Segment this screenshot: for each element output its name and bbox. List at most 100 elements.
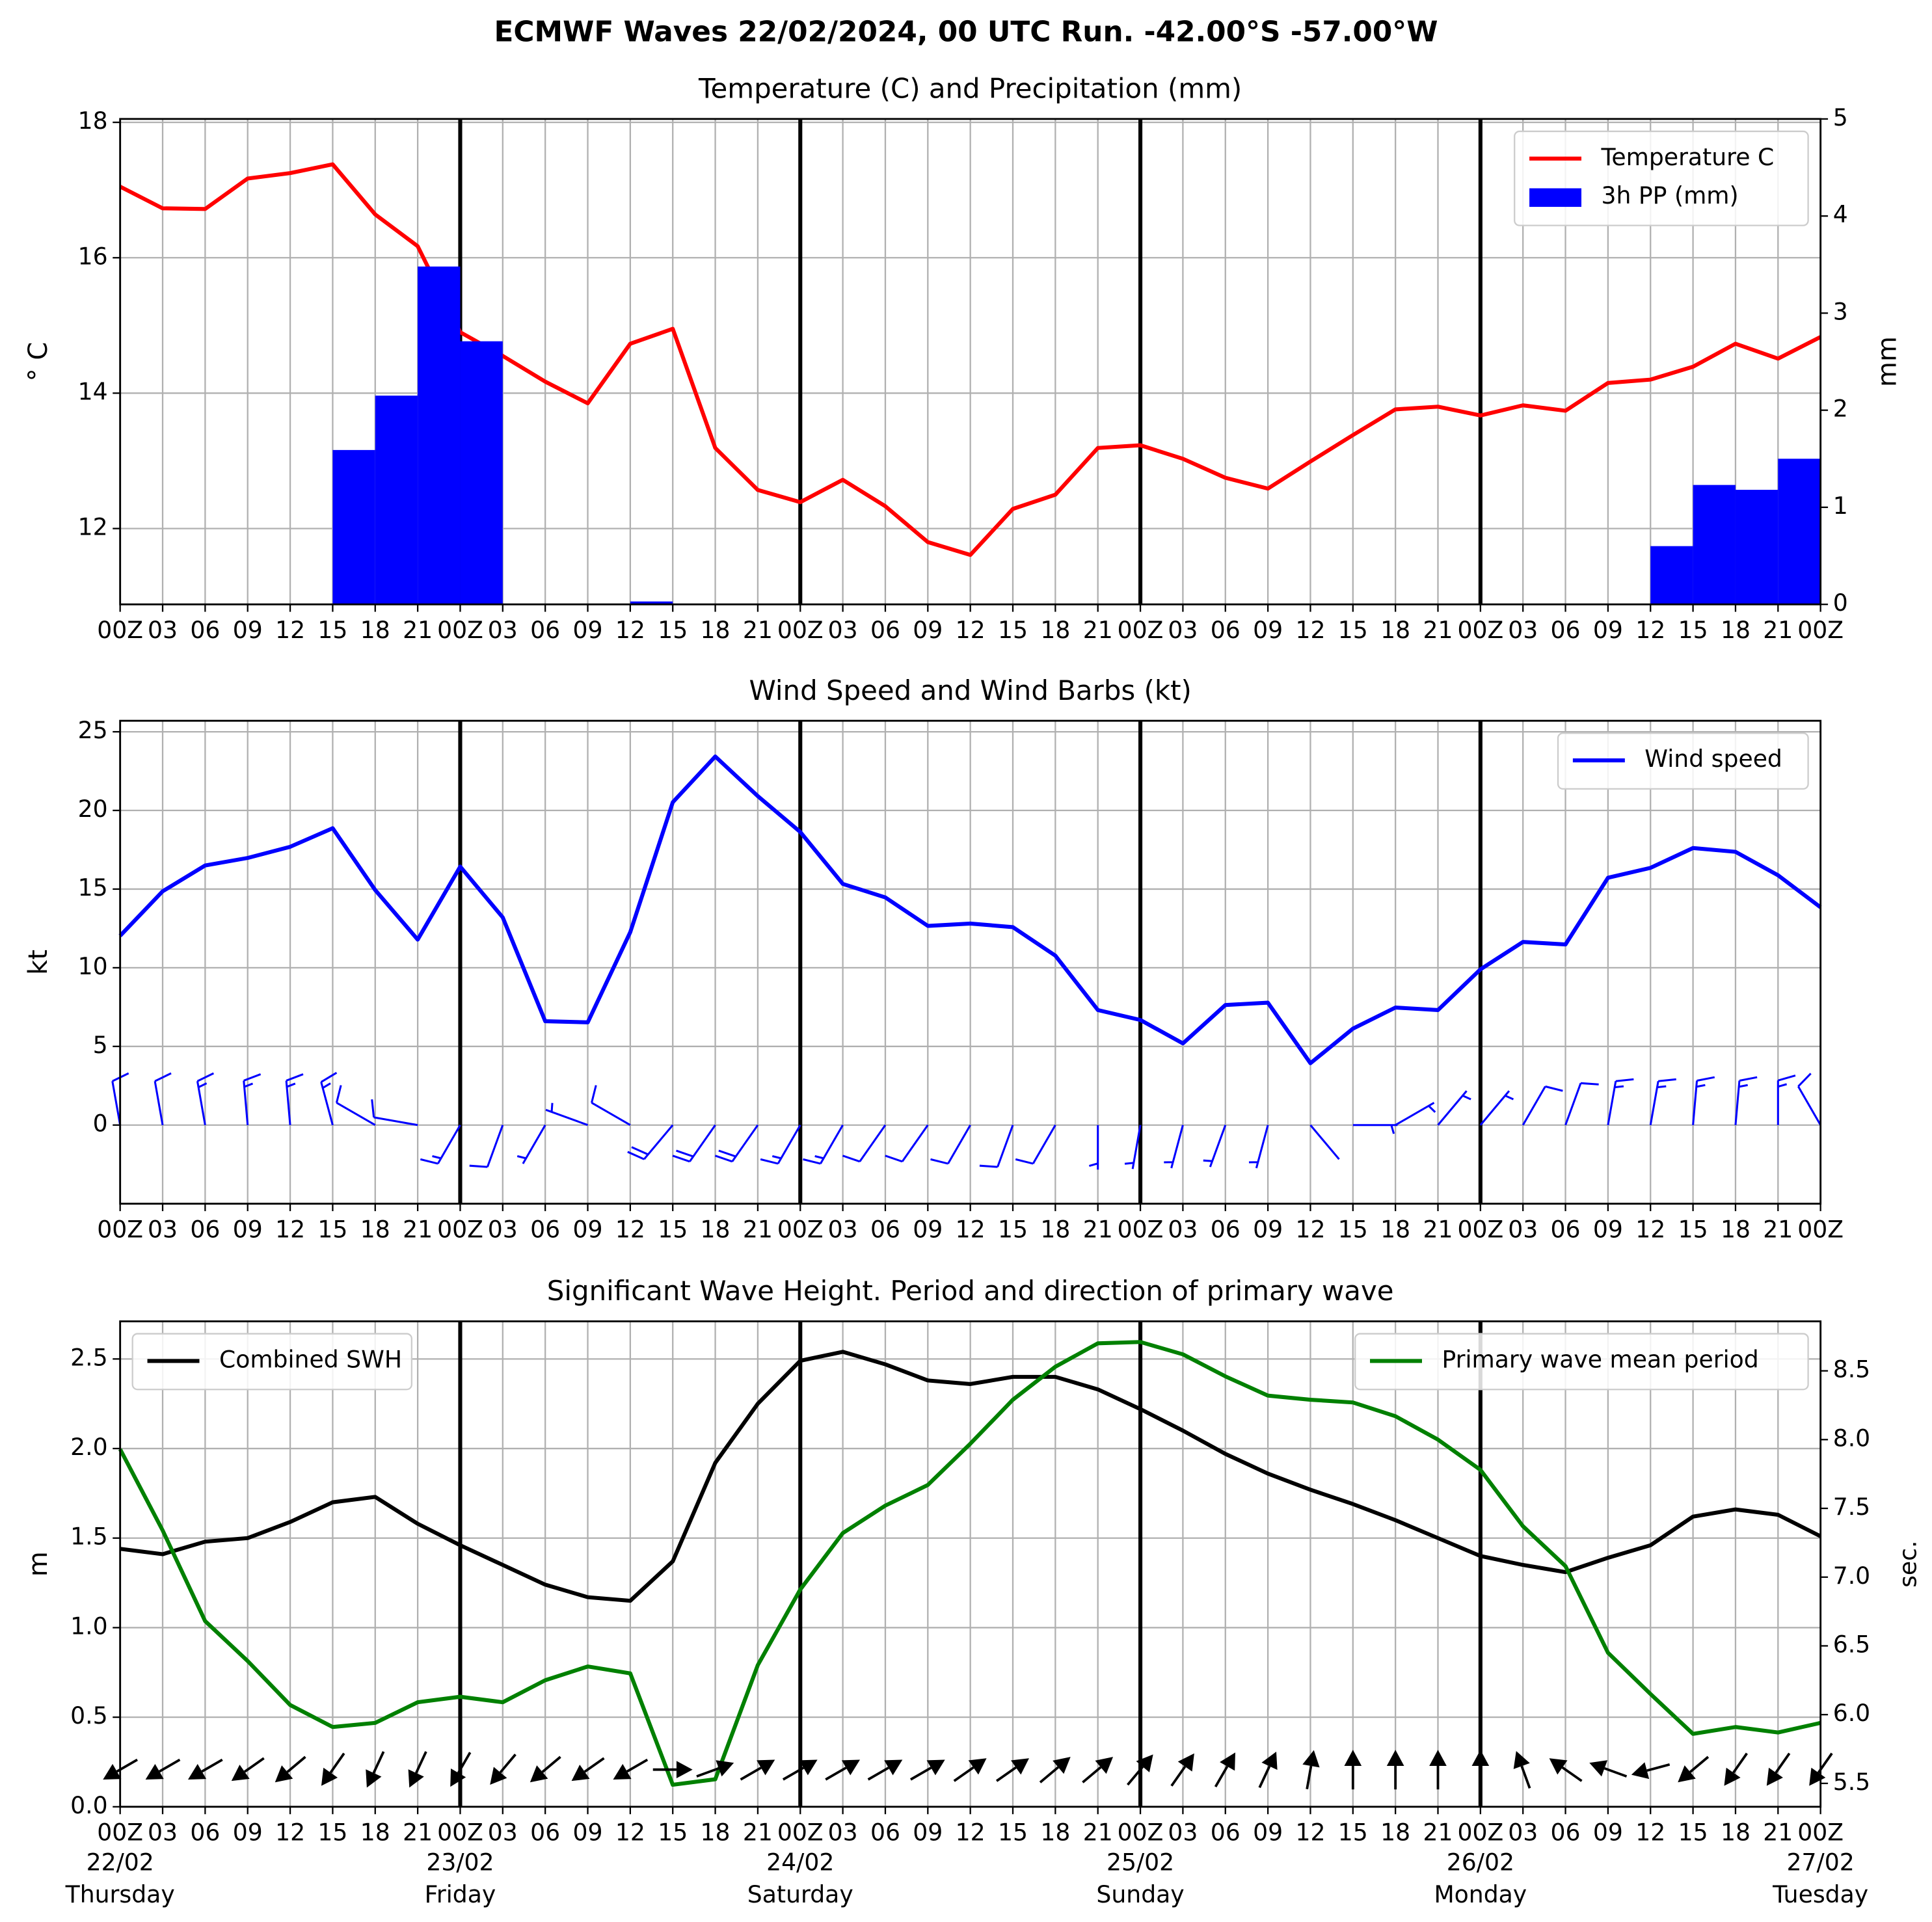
x-tick-label: 09 <box>573 1819 603 1847</box>
x-tick-label: 12 <box>1295 1819 1325 1847</box>
x-tick-label: 12 <box>1635 1216 1665 1244</box>
arrow-head <box>1766 1767 1783 1786</box>
arrow-shaft <box>909 1767 932 1781</box>
x-tick-label: 18 <box>1380 616 1410 644</box>
legend-swatch <box>1529 188 1582 207</box>
x-tick-label: 18 <box>360 616 390 644</box>
x-tick-label: 21 <box>743 616 773 644</box>
y2-tick-label: 1 <box>1833 492 1848 520</box>
legend-label: Wind speed <box>1644 745 1782 773</box>
bar <box>1693 485 1736 605</box>
x-tick-label: 09 <box>1253 1819 1283 1847</box>
x-tick-label: 09 <box>913 616 943 644</box>
x-tick-label: 15 <box>317 1216 347 1244</box>
legend: Temperature C 3h PP (mm) <box>1514 130 1809 226</box>
x-tick-label: 00Z <box>1118 616 1164 644</box>
wind-barb <box>1203 1125 1227 1168</box>
x-tick-label: 15 <box>998 616 1028 644</box>
x-tick-label: 18 <box>1380 1216 1410 1244</box>
wave-arrow <box>1471 1750 1490 1790</box>
arrow-head <box>187 1764 207 1780</box>
wave-arrow <box>187 1758 223 1780</box>
x-tick-label: 00Z <box>97 1216 143 1244</box>
arrow-shaft <box>696 1767 719 1778</box>
x-tick-label: 15 <box>658 616 688 644</box>
arrow-shaft <box>740 1767 762 1781</box>
x-tick-label: 00Z <box>1118 1819 1164 1847</box>
wind-barb <box>1124 1125 1142 1169</box>
weekday-label: Friday <box>425 1880 496 1908</box>
arrow-shaft <box>1039 1766 1059 1783</box>
x-tick-label: 12 <box>956 616 986 644</box>
arrow-shaft <box>414 1751 427 1774</box>
arrow-head <box>1513 1751 1530 1769</box>
panel-title: Wind Speed and Wind Barbs (kt) <box>749 674 1191 706</box>
x-tick-label: 09 <box>1253 616 1283 644</box>
plot-frame <box>119 1320 1822 1808</box>
x-tick-label: 06 <box>530 1216 560 1244</box>
chart-title: ECMWF Waves 22/02/2024, 00 UTC Run. -42.… <box>494 16 1438 49</box>
x-tick-label: 00Z <box>1797 1216 1844 1244</box>
x-tick-label: 21 <box>1763 616 1793 644</box>
panel: Wind Speed and Wind Barbs (kt) 00Z 03 06 09 1… <box>23 674 1844 1244</box>
wave-arrow <box>321 1752 345 1786</box>
x-tick-label: 00Z <box>777 616 824 644</box>
x-tick-label: 00Z <box>437 1819 483 1847</box>
arrow-head <box>926 1759 945 1776</box>
wind-barb <box>1437 1090 1471 1126</box>
x-tick-label: 18 <box>1721 1216 1751 1244</box>
y2-tick-label: 5.5 <box>1833 1768 1871 1796</box>
y-tick-label: 18 <box>78 107 108 135</box>
wind-barb <box>1692 1076 1715 1125</box>
arrow-head <box>1095 1757 1114 1774</box>
line <box>120 1350 1822 1603</box>
x-tick-label: 21 <box>1083 1819 1113 1847</box>
wave-arrow <box>1214 1752 1235 1788</box>
x-tick-label: 06 <box>1551 1819 1581 1847</box>
wave-arrow <box>530 1755 561 1783</box>
arrow-head <box>1471 1750 1490 1766</box>
x-tick-label: 12 <box>1295 1216 1325 1244</box>
y-tick-label: 14 <box>78 377 108 405</box>
x-tick-label: 21 <box>1763 1216 1793 1244</box>
y2-tick-label: 6.0 <box>1833 1699 1871 1727</box>
line <box>119 162 1822 557</box>
arrow-head <box>1549 1758 1568 1775</box>
x-tick-label: 12 <box>1635 1819 1665 1847</box>
x-tick-label: 18 <box>1721 1819 1751 1847</box>
bar <box>1735 490 1778 605</box>
x-tick-label: 03 <box>1508 616 1538 644</box>
wind-barb <box>1015 1124 1056 1165</box>
x-tick-label: 06 <box>870 1216 900 1244</box>
x-tick-label: 15 <box>1338 1216 1368 1244</box>
arrow-shaft <box>1214 1765 1229 1788</box>
arrow-shaft <box>825 1767 847 1781</box>
y-tick-label: 25 <box>78 716 108 744</box>
x-tick-label: 15 <box>1678 1216 1708 1244</box>
x-tick-label: 15 <box>1678 1819 1708 1847</box>
date-label: 27/02 <box>1787 1848 1855 1876</box>
arrow-head <box>1724 1767 1741 1786</box>
x-tick-label: 03 <box>488 1216 518 1244</box>
x-tick-label: 21 <box>1423 616 1453 644</box>
arrow-shaft <box>782 1767 805 1781</box>
y2-axis-label: sec. <box>1894 1540 1922 1587</box>
arrow-head <box>884 1759 903 1776</box>
wind-barb <box>842 1124 887 1163</box>
wind-barb <box>1248 1125 1269 1169</box>
wind-barb <box>1734 1076 1758 1125</box>
y-axis-label: ° C <box>23 342 53 382</box>
x-tick-label: 00Z <box>1797 616 1844 644</box>
x-tick-label: 21 <box>1423 1819 1453 1847</box>
wind-barb <box>196 1072 215 1125</box>
x-tick-label: 03 <box>1168 1819 1198 1847</box>
arrow-head <box>1386 1750 1404 1766</box>
x-tick-label: 21 <box>1763 1819 1793 1847</box>
x-tick-label: 09 <box>913 1216 943 1244</box>
arrow-head <box>366 1769 382 1788</box>
x-tick-label: 15 <box>998 1819 1028 1847</box>
wave-arrow <box>1429 1750 1447 1790</box>
x-tick-label: 00Z <box>97 616 143 644</box>
wave-arrow <box>1589 1760 1628 1778</box>
x-tick-label: 00Z <box>777 1819 824 1847</box>
